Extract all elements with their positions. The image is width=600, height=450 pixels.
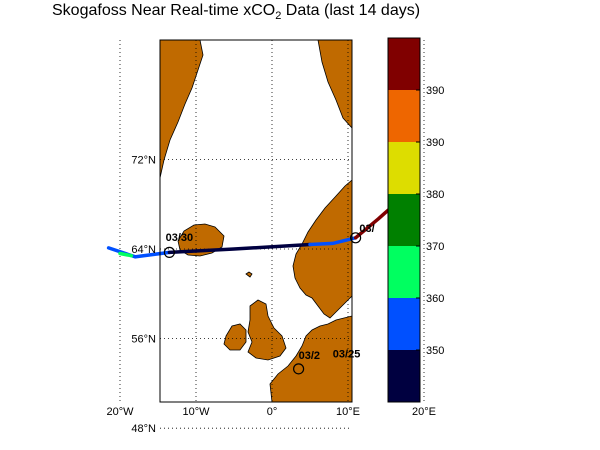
colorbar: 350 360 370 380 390 390 [387, 37, 444, 403]
date-marker [350, 232, 362, 244]
track-segment [308, 236, 358, 247]
colorbar-frame [387, 37, 421, 403]
land-layer [160, 40, 352, 402]
colorbar-segment [388, 142, 420, 194]
track-segment [118, 251, 134, 258]
scandinavia-land [292, 179, 352, 319]
grid-layer [119, 40, 425, 429]
lat-tick-label: 48°N [131, 423, 156, 435]
lon-tick-label: 10°W [182, 406, 210, 418]
colorbar-segment [388, 90, 420, 142]
colorbar-tick-label: 360 [426, 293, 444, 305]
lat-tick-label: 64°N [131, 244, 156, 256]
lat-tick-label: 56°N [131, 334, 156, 346]
map-frame [159, 39, 353, 403]
lon-tick-label: 20°W [106, 406, 134, 418]
date-label: 03/30 [166, 232, 194, 244]
lon-tick-label: 20°E [412, 406, 436, 418]
greenland-land [160, 40, 204, 179]
lat-tick-label: 72°N [131, 154, 156, 166]
colorbar-tick-label: 380 [426, 189, 444, 201]
ireland-land [223, 323, 247, 351]
colorbar-tick-label: 390 [426, 137, 444, 149]
colorbar-tick-label: 350 [426, 345, 444, 357]
date-label: 03/2 [299, 350, 320, 362]
title-prefix: Skogafoss Near Real-time xCO [52, 2, 276, 19]
svalbard-land [317, 40, 352, 129]
date-labels: 03/30 03/03/2 03/25 [166, 223, 375, 362]
track-segment [167, 242, 312, 255]
date-label: 03/ [359, 223, 374, 235]
title-suffix: Data (last 14 days) [281, 2, 421, 19]
lat-tick-labels: 72°N 64°N 56°N 48°N [131, 154, 156, 435]
date-marker [293, 363, 305, 375]
date-label: 03/25 [333, 349, 361, 361]
colorbar-segment [388, 350, 420, 402]
colorbar-tick-label: 390 [426, 85, 444, 97]
colorbar-segment [388, 246, 420, 298]
title-subscript: 2 [275, 10, 282, 23]
lon-tick-labels: 20°W 10°W 0° 10°E 20°E [106, 406, 436, 418]
lon-tick-label: 0° [267, 406, 278, 418]
chart-title: Skogafoss Near Real-time xCO2 Data (last… [52, 2, 420, 22]
colorbar-segment [388, 38, 420, 90]
track-segment [106, 246, 172, 259]
britain-land [247, 299, 287, 361]
iceland-land [177, 223, 225, 257]
colorbar-segment [388, 194, 420, 246]
date-marker [163, 246, 175, 258]
europe-land [269, 315, 352, 402]
colorbar-tick-label: 370 [426, 241, 444, 253]
colorbar-segment [388, 298, 420, 350]
faroe-land [245, 271, 253, 278]
lon-tick-label: 10°E [336, 406, 360, 418]
